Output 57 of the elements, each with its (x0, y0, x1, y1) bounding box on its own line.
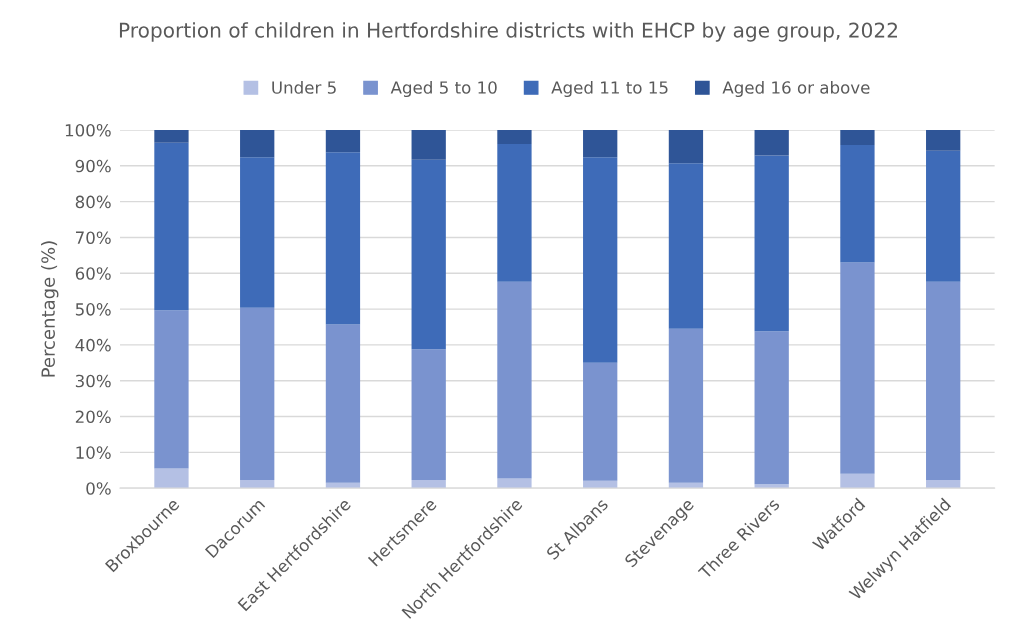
bar (325, 324, 361, 483)
bar (325, 129, 361, 153)
bar (754, 484, 789, 489)
chart-title: Proportion of children in Hertfordshire districts with EHCP by age group, 2022 (119, 22, 897, 42)
y-tick-label: 100% (65, 123, 111, 137)
legend-label: Aged 5 to 10 (390, 80, 497, 98)
bar (840, 129, 875, 146)
bar (497, 129, 532, 144)
bar (754, 129, 789, 156)
bar (583, 362, 618, 481)
y-tick-label: 20% (75, 410, 111, 424)
bar (754, 155, 789, 332)
y-axis-title: Percentage (%) (41, 241, 59, 377)
bar (154, 142, 189, 311)
bar (240, 479, 275, 489)
bar (840, 145, 875, 263)
bar (411, 129, 446, 160)
bar (154, 468, 189, 489)
bar (154, 310, 189, 469)
bar (154, 129, 189, 143)
bar (411, 349, 446, 480)
bar (240, 157, 275, 308)
y-tick-label: 70% (76, 231, 111, 244)
bar (926, 129, 961, 151)
bar (668, 129, 704, 164)
legend-label: Aged 11 to 15 (551, 80, 668, 98)
bar (754, 331, 789, 485)
legend-label: Aged 16 or above (722, 80, 870, 98)
bar (325, 152, 361, 325)
y-tick-label: 50% (75, 303, 111, 316)
bar (926, 281, 961, 480)
bar (926, 150, 961, 282)
bar (240, 129, 275, 158)
bar (583, 129, 618, 158)
bar (583, 157, 618, 363)
bar (497, 143, 532, 282)
y-tick-label: 90% (75, 159, 111, 173)
legend-label: Under 5 (272, 80, 336, 94)
bar (497, 478, 532, 489)
bar (668, 163, 704, 329)
bar (926, 479, 961, 489)
y-tick-label: 0% (86, 482, 111, 495)
y-tick-label: 10% (76, 446, 111, 459)
bar (411, 479, 446, 489)
bar (583, 480, 618, 489)
bar (411, 159, 446, 350)
bar (840, 262, 875, 474)
bar (497, 281, 532, 479)
y-tick-label: 80% (75, 195, 111, 209)
bar (840, 473, 875, 489)
y-tick-label: 60% (75, 267, 111, 280)
bar (325, 482, 361, 489)
bar (240, 307, 275, 480)
bar (668, 482, 704, 489)
bar (668, 328, 704, 483)
y-tick-label: 30% (75, 374, 111, 388)
y-tick-label: 40% (75, 338, 111, 352)
